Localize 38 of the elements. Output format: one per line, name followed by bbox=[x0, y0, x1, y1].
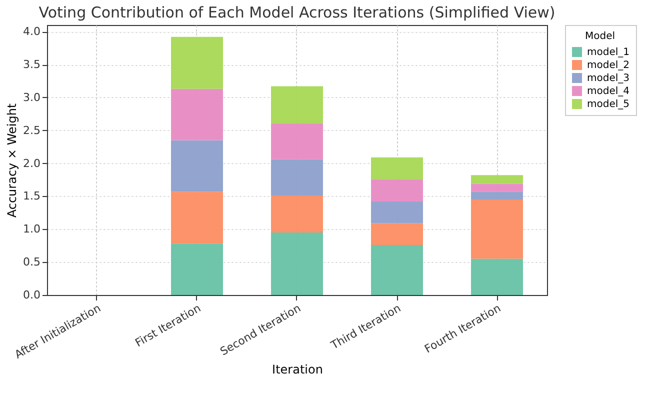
y-tick-label: 4.0 bbox=[23, 25, 40, 38]
bar bbox=[271, 159, 323, 196]
y-tick-label: 0.0 bbox=[23, 288, 40, 302]
bar bbox=[371, 244, 423, 295]
y-tick-label: 2.0 bbox=[23, 156, 40, 170]
y-tick-label: 3.0 bbox=[23, 90, 40, 104]
y-tick-label: 2.5 bbox=[23, 124, 40, 137]
legend-label: model_1 bbox=[587, 47, 630, 58]
y-tick-label: 3.5 bbox=[23, 58, 40, 72]
y-tick-label: 1.0 bbox=[23, 222, 40, 236]
legend-label: model_3 bbox=[587, 73, 630, 84]
bar bbox=[171, 192, 223, 244]
legend-label: model_4 bbox=[587, 86, 630, 97]
bar bbox=[371, 201, 423, 224]
bar bbox=[471, 175, 523, 184]
bar bbox=[171, 140, 223, 192]
bar bbox=[271, 123, 323, 160]
legend-label: model_5 bbox=[587, 99, 630, 110]
chart-title: Voting Contribution of Each Model Across Iterations (Simplified View) bbox=[38, 4, 556, 22]
y-tick-label: 0.5 bbox=[23, 256, 40, 269]
bar bbox=[471, 200, 523, 259]
bar bbox=[371, 179, 423, 202]
y-tick-label: 1.5 bbox=[23, 190, 40, 203]
bar bbox=[471, 184, 523, 192]
bar bbox=[171, 88, 223, 140]
legend-title: Model bbox=[584, 31, 616, 42]
y-axis-title: Accuracy × Weight bbox=[5, 103, 20, 218]
bar bbox=[171, 244, 223, 295]
legend-label: model_2 bbox=[587, 60, 630, 71]
bar bbox=[171, 36, 223, 89]
bar bbox=[371, 157, 423, 180]
bar bbox=[271, 86, 323, 124]
bar bbox=[471, 192, 523, 200]
bar bbox=[271, 232, 323, 295]
bar bbox=[371, 223, 423, 245]
bar bbox=[271, 196, 323, 232]
bar bbox=[471, 258, 523, 295]
x-axis-title: Iteration bbox=[272, 362, 323, 377]
